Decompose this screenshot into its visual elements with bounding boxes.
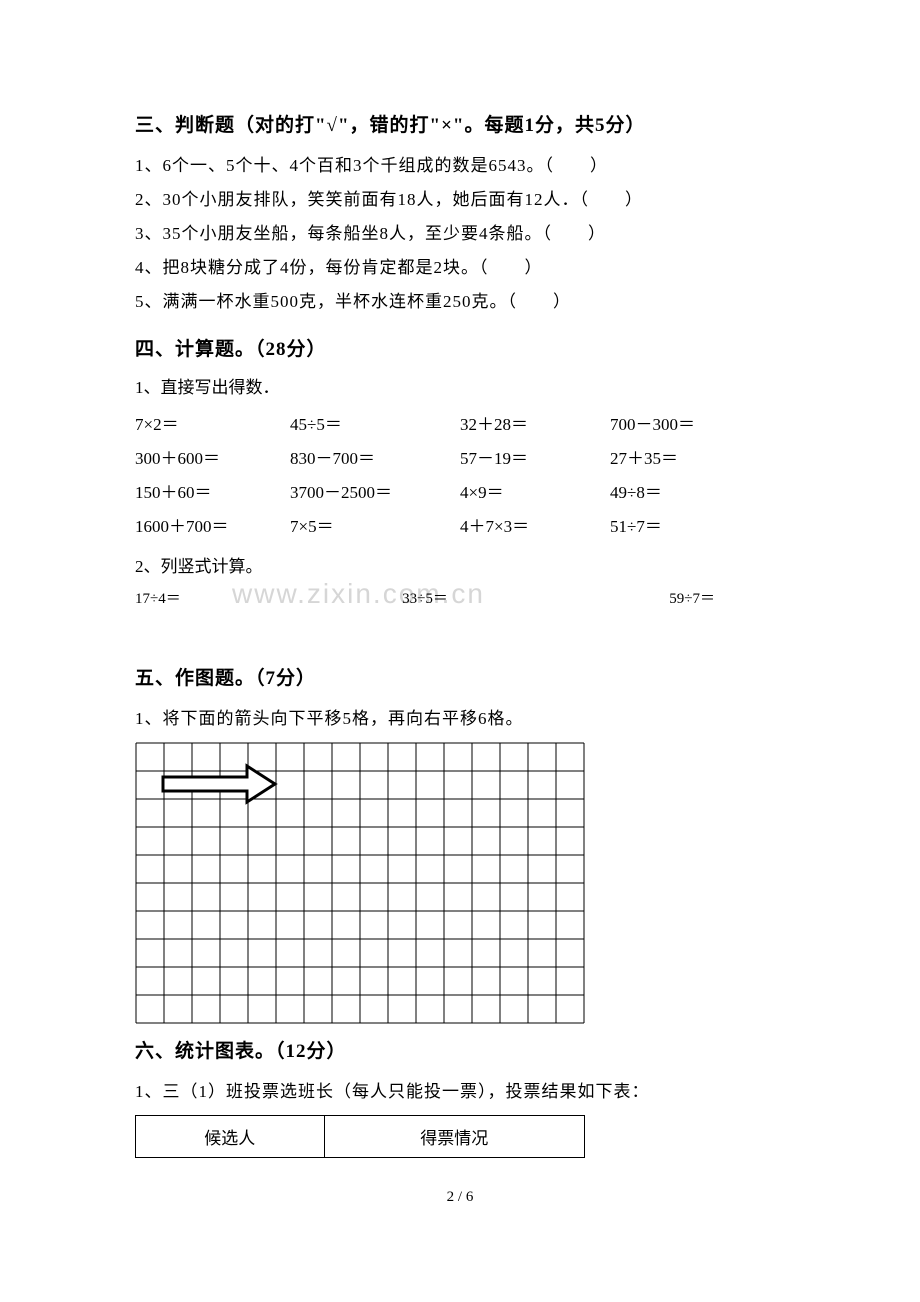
page-number: 2 / 6	[0, 1189, 920, 1206]
section-6-heading: 六、统计图表。（12分）	[135, 1036, 785, 1063]
calc-row-3: 150＋60＝ 3700－2500＝ 4×9＝ 49÷8＝	[135, 476, 785, 510]
section-4-heading: 四、计算题。（28分）	[135, 334, 785, 361]
grid-area	[135, 742, 785, 1024]
calc-cell: 27＋35＝	[610, 442, 760, 476]
s3-item-2: 2、30个小朋友排队，笑笑前面有18人，她后面有12人．（ ）	[135, 183, 785, 217]
vertical-row: 17÷4＝ 33÷5＝ 59÷7＝	[135, 587, 785, 608]
s3-item-5: 5、满满一杯水重500克，半杯水连杯重250克。（ ）	[135, 285, 785, 319]
calc-cell: 7×5＝	[290, 510, 460, 544]
s3-item-4: 4、把8块糖分成了4份，每份肯定都是2块。（ ）	[135, 251, 785, 285]
section-5: 五、作图题。（7分） 1、将下面的箭头向下平移5格，再向右平移6格。	[135, 663, 785, 1024]
calc-cell: 49÷8＝	[610, 476, 760, 510]
calc-cell: 700－300＝	[610, 408, 760, 442]
calc-cell: 51÷7＝	[610, 510, 760, 544]
s4-q2-intro: 2、列竖式计算。	[135, 552, 785, 577]
table-header-candidate: 候选人	[136, 1116, 325, 1158]
vertical-cell: 59÷7＝	[522, 587, 785, 608]
calc-cell: 45÷5＝	[290, 408, 460, 442]
calc-row-2: 300＋600＝ 830－700＝ 57－19＝ 27＋35＝	[135, 442, 785, 476]
calc-row-4: 1600＋700＝ 7×5＝ 4＋7×3＝ 51÷7＝	[135, 510, 785, 544]
s5-q1: 1、将下面的箭头向下平移5格，再向右平移6格。	[135, 702, 785, 736]
section-3: 三、判断题（对的打"√"，错的打"×"。每题1分，共5分） 1、6个一、5个十、…	[135, 110, 785, 319]
calc-cell: 57－19＝	[460, 442, 610, 476]
vertical-cell: 33÷5＝	[328, 587, 521, 608]
s3-item-1: 1、6个一、5个十、4个百和3个千组成的数是6543。（ ）	[135, 149, 785, 183]
section-3-heading: 三、判断题（对的打"√"，错的打"×"。每题1分，共5分）	[135, 110, 785, 137]
calc-cell: 3700－2500＝	[290, 476, 460, 510]
calc-cell: 1600＋700＝	[135, 510, 290, 544]
page-container: 三、判断题（对的打"√"，错的打"×"。每题1分，共5分） 1、6个一、5个十、…	[0, 0, 920, 1158]
section-5-heading: 五、作图题。（7分）	[135, 663, 785, 690]
s4-q1-intro: 1、直接写出得数．	[135, 373, 785, 398]
section-4: 四、计算题。（28分） 1、直接写出得数． 7×2＝ 45÷5＝ 32＋28＝ …	[135, 334, 785, 608]
vote-table: 候选人 得票情况	[135, 1115, 585, 1158]
s3-item-3: 3、35个小朋友坐船，每条船坐8人，至少要4条船。（ ）	[135, 217, 785, 251]
calc-row-1: 7×2＝ 45÷5＝ 32＋28＝ 700－300＝	[135, 408, 785, 442]
s6-q1: 1、三（1）班投票选班长（每人只能投一票），投票结果如下表：	[135, 1075, 785, 1109]
calc-cell: 300＋600＝	[135, 442, 290, 476]
calc-cell: 830－700＝	[290, 442, 460, 476]
calc-cell: 4×9＝	[460, 476, 610, 510]
calc-cell: 150＋60＝	[135, 476, 290, 510]
section-6: 六、统计图表。（12分） 1、三（1）班投票选班长（每人只能投一票），投票结果如…	[135, 1036, 785, 1158]
calc-cell: 4＋7×3＝	[460, 510, 610, 544]
table-header-votes: 得票情况	[324, 1116, 584, 1158]
calc-cell: 32＋28＝	[460, 408, 610, 442]
translation-grid	[135, 742, 585, 1024]
calc-cell: 7×2＝	[135, 408, 290, 442]
vertical-cell: 17÷4＝	[135, 587, 328, 608]
